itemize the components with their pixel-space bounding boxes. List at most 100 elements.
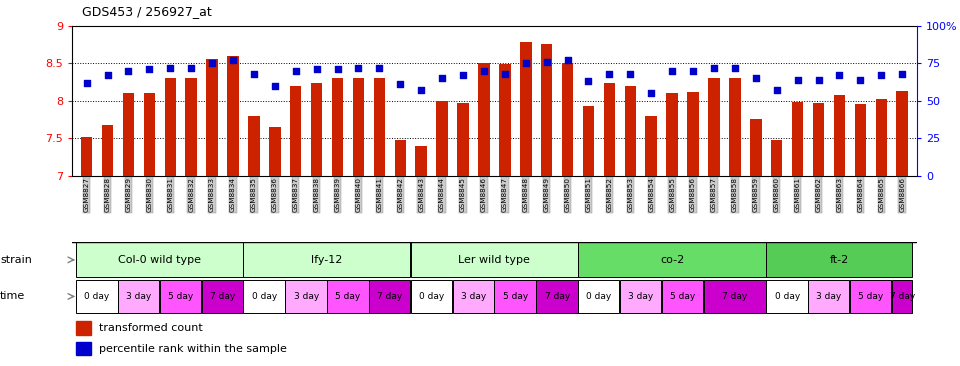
Text: 0 day: 0 day [252, 292, 277, 301]
Bar [771, 141, 782, 176]
Bar [494, 280, 536, 313]
Text: 3 day: 3 day [628, 292, 654, 301]
Bar [766, 280, 807, 313]
Text: 7 day: 7 day [210, 292, 235, 301]
Point [226, 57, 241, 63]
Text: Col-0 wild type: Col-0 wild type [118, 255, 202, 265]
Point [497, 71, 513, 76]
Text: 3 day: 3 day [816, 292, 842, 301]
Point [727, 65, 742, 71]
Point [393, 81, 408, 87]
Bar [76, 280, 117, 313]
Text: time: time [0, 291, 25, 302]
Bar [352, 78, 364, 176]
Bar [583, 106, 594, 176]
Point [831, 72, 847, 78]
Point [852, 77, 868, 83]
Point [162, 65, 178, 71]
Bar [850, 280, 891, 313]
Bar [620, 280, 661, 313]
Bar [102, 126, 113, 176]
Text: strain: strain [0, 255, 32, 265]
Bar [244, 242, 410, 277]
Text: transformed count: transformed count [99, 323, 203, 333]
Bar [750, 119, 761, 176]
Point [685, 68, 701, 74]
Point [476, 68, 492, 74]
Bar [645, 116, 657, 176]
Text: Ler wild type: Ler wild type [459, 255, 530, 265]
Bar [185, 78, 197, 176]
Bar [708, 78, 720, 176]
Point [874, 72, 889, 78]
Text: 0 day: 0 day [84, 292, 109, 301]
Point [790, 77, 805, 83]
Point [247, 71, 262, 76]
Point [142, 66, 157, 72]
Bar [666, 93, 678, 176]
Bar [792, 102, 804, 176]
Bar [813, 103, 825, 176]
Bar [808, 280, 850, 313]
Bar [164, 78, 176, 176]
Bar [311, 83, 323, 176]
Point [350, 65, 366, 71]
Text: 3 day: 3 day [127, 292, 152, 301]
Bar [81, 137, 92, 176]
Bar [159, 280, 202, 313]
Text: co-2: co-2 [660, 255, 684, 265]
Point [518, 60, 534, 66]
Text: 3 day: 3 day [461, 292, 486, 301]
Bar [327, 280, 369, 313]
Bar [76, 242, 243, 277]
Point [602, 71, 617, 76]
Bar [228, 56, 239, 176]
Bar [395, 141, 406, 176]
Point [372, 65, 387, 71]
Bar [369, 280, 410, 313]
Point [769, 87, 784, 93]
Point [309, 66, 324, 72]
Bar [499, 64, 511, 176]
Text: 7 day: 7 day [377, 292, 402, 301]
Point [100, 72, 115, 78]
Bar [897, 91, 908, 176]
Point [330, 66, 346, 72]
Point [643, 90, 659, 96]
Text: 5 day: 5 day [670, 292, 695, 301]
Bar [332, 78, 344, 176]
Point [539, 59, 554, 64]
Bar [290, 86, 301, 176]
Point [811, 77, 827, 83]
Text: 3 day: 3 day [294, 292, 319, 301]
Bar [269, 127, 280, 176]
Bar [562, 63, 573, 176]
Text: 0 day: 0 day [420, 292, 444, 301]
Text: GDS453 / 256927_at: GDS453 / 256927_at [82, 5, 211, 18]
Bar [625, 86, 636, 176]
Bar [411, 280, 452, 313]
Point [414, 87, 429, 93]
Point [79, 80, 94, 86]
Bar [452, 280, 494, 313]
Bar [202, 280, 243, 313]
Text: 7 day: 7 day [544, 292, 569, 301]
Bar [76, 342, 91, 355]
Point [707, 65, 722, 71]
Bar [578, 242, 766, 277]
Bar [854, 104, 866, 176]
Bar [537, 280, 578, 313]
Bar [704, 280, 766, 313]
Point [288, 68, 303, 74]
Bar [123, 93, 134, 176]
Bar [416, 146, 427, 176]
Bar [118, 280, 159, 313]
Point [623, 71, 638, 76]
Point [204, 60, 220, 66]
Bar [730, 78, 740, 176]
Text: 5 day: 5 day [503, 292, 528, 301]
Bar [478, 63, 490, 176]
Bar [285, 280, 326, 313]
Point [267, 83, 282, 89]
Bar [373, 78, 385, 176]
